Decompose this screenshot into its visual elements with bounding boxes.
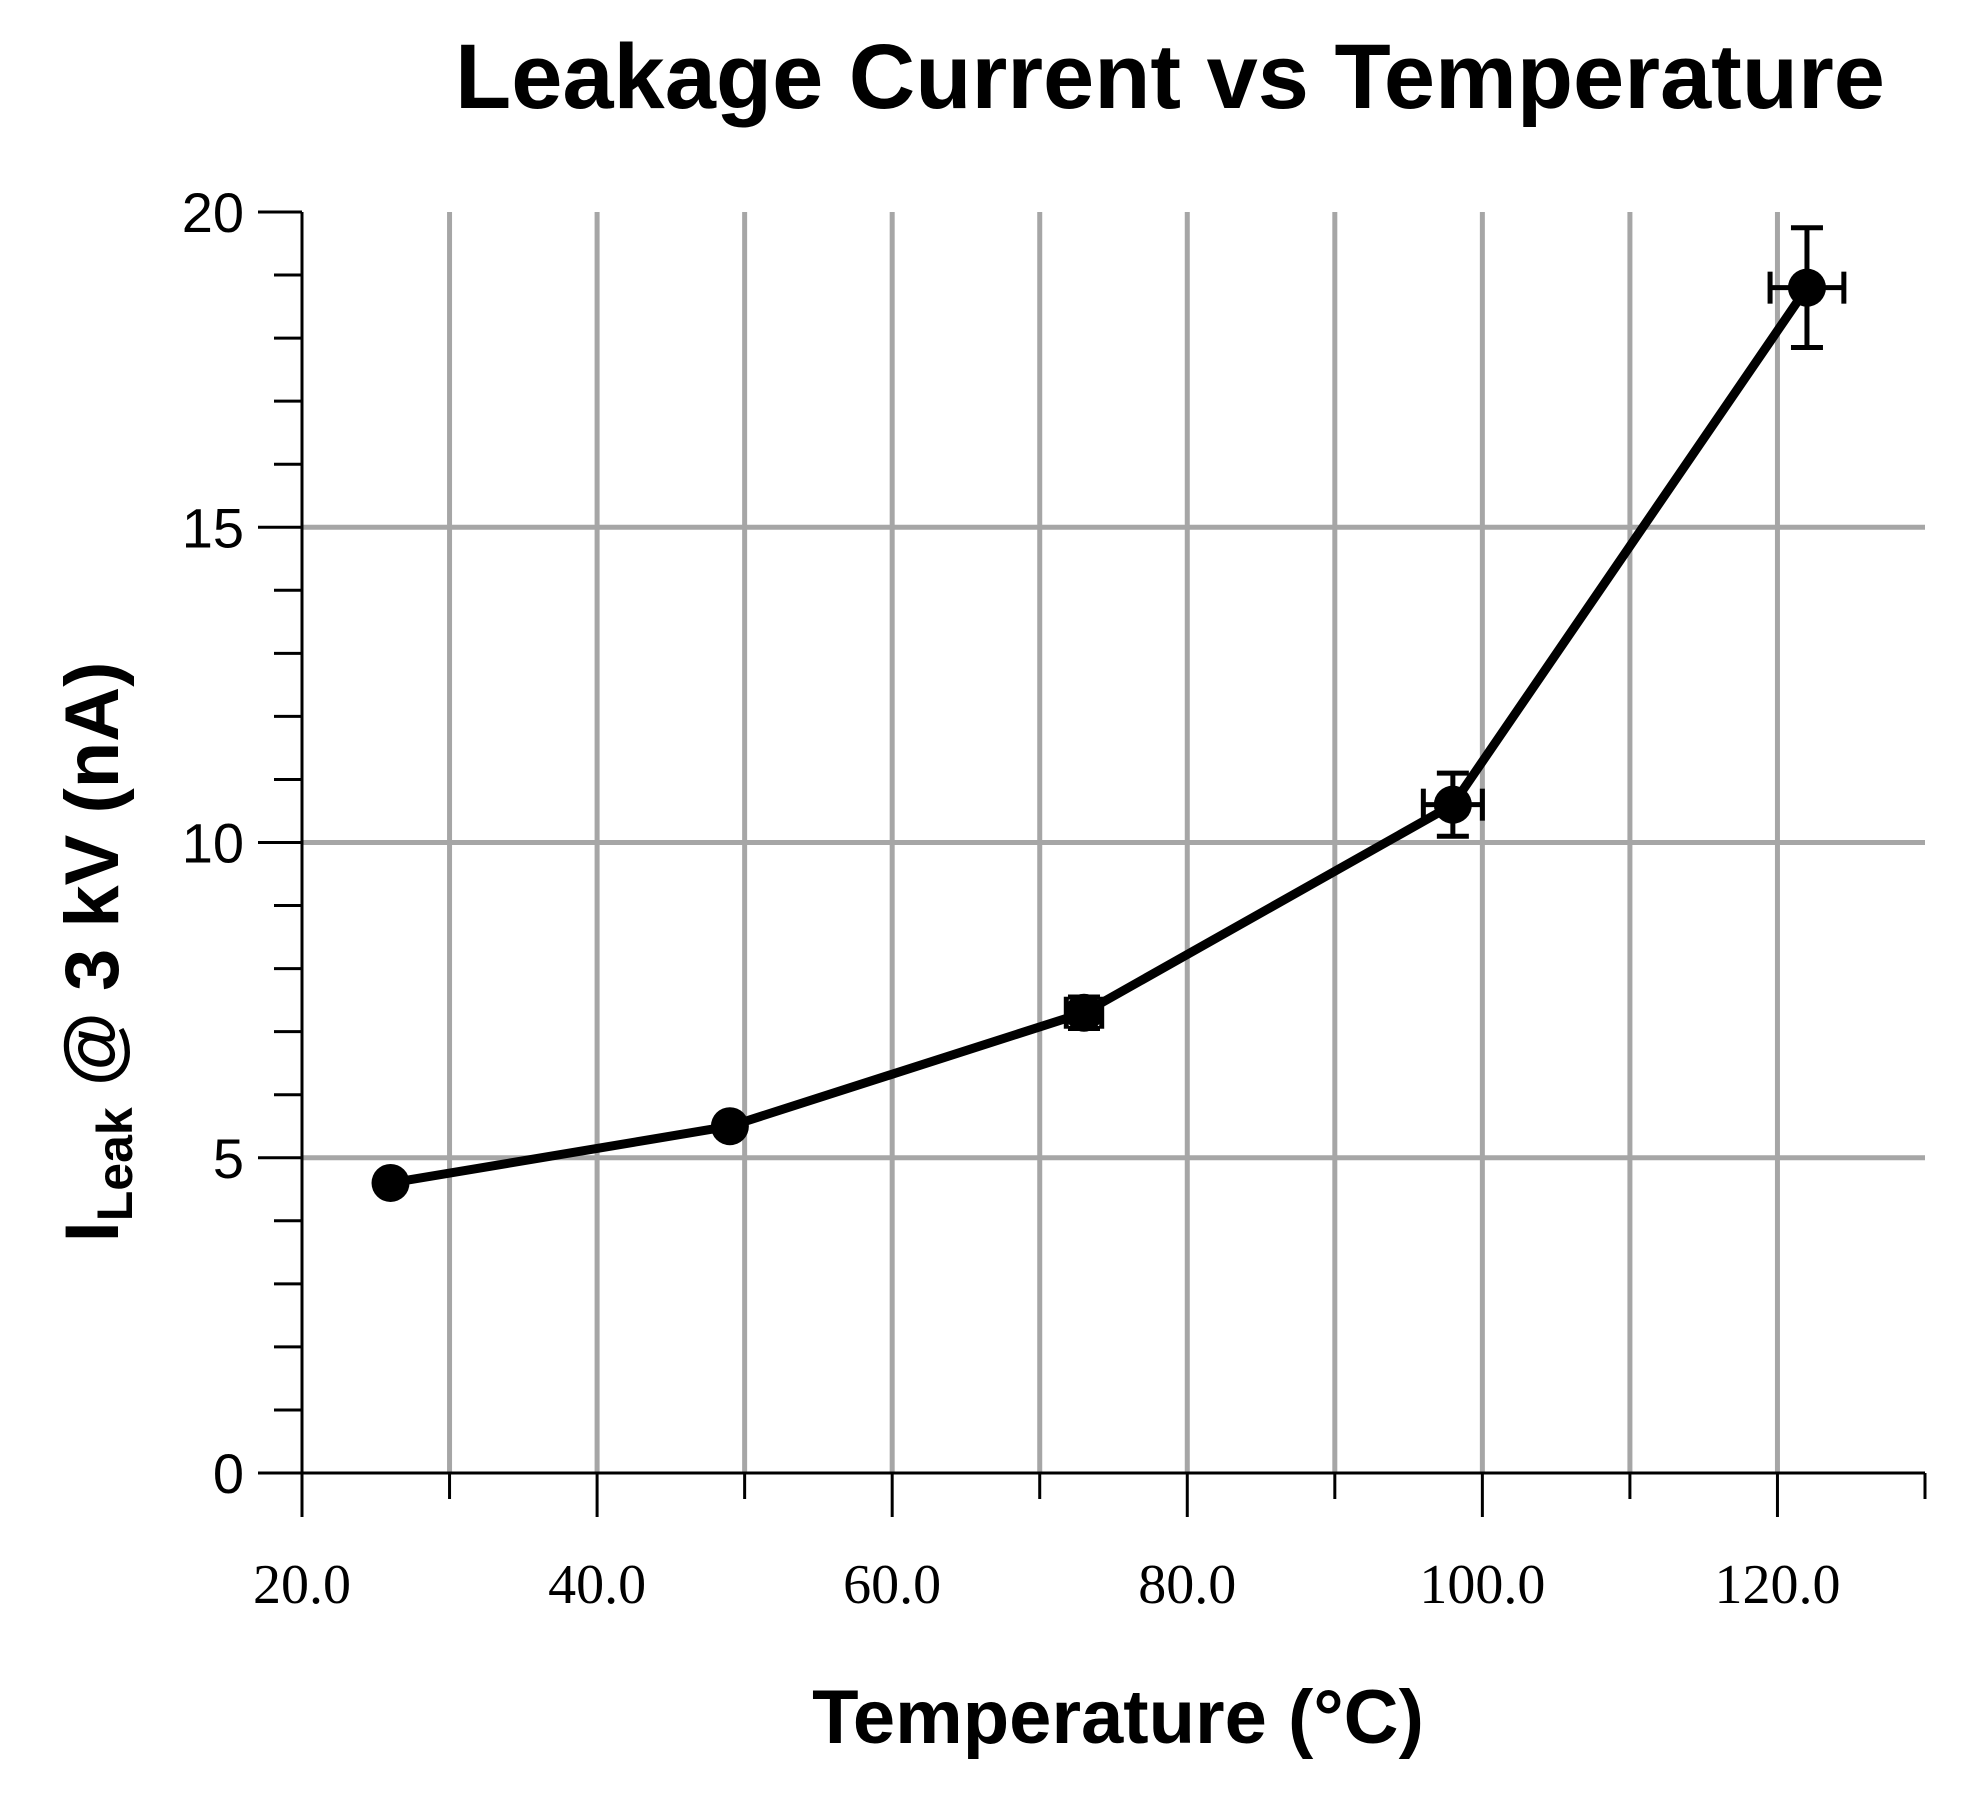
y-axis-label: ILeak @ 3 kV (nA)	[50, 662, 143, 1243]
grid	[302, 212, 1925, 1473]
x-axis-label: Temperature (°C)	[812, 1675, 1424, 1760]
data-point	[1064, 993, 1103, 1032]
x-tick-label: 80.0	[1138, 1554, 1236, 1616]
y-tick-label: 5	[213, 1127, 244, 1190]
y-axis-ticks: 0 5 10 15 20	[182, 181, 302, 1505]
x-tick-label: 60.0	[843, 1554, 941, 1616]
x-tick-label: 100.0	[1419, 1554, 1545, 1616]
y-axis-label-rest: @ 3 kV (nA)	[50, 662, 135, 1108]
data-point	[710, 1107, 749, 1146]
y-tick-label: 0	[213, 1442, 244, 1505]
chart-title: Leakage Current vs Temperature	[455, 26, 1885, 128]
data-series	[371, 225, 1847, 1202]
y-axis-label-sub: Leak	[87, 1107, 143, 1221]
data-point	[1433, 785, 1472, 824]
x-tick-label: 40.0	[548, 1554, 646, 1616]
series-line	[389, 285, 1811, 1188]
y-tick-label: 20	[182, 181, 244, 244]
y-tick-label: 15	[182, 496, 244, 559]
data-point	[371, 1163, 410, 1202]
data-point	[1787, 268, 1826, 307]
axes	[300, 212, 1925, 1503]
x-tick-label: 120.0	[1714, 1554, 1840, 1616]
x-axis-ticks: 20.0 40.0 60.0 80.0 100.0 120.0	[253, 1473, 1927, 1616]
x-tick-label: 20.0	[253, 1554, 351, 1616]
y-axis-label-main: I	[50, 1221, 135, 1242]
y-tick-label: 10	[182, 812, 244, 875]
